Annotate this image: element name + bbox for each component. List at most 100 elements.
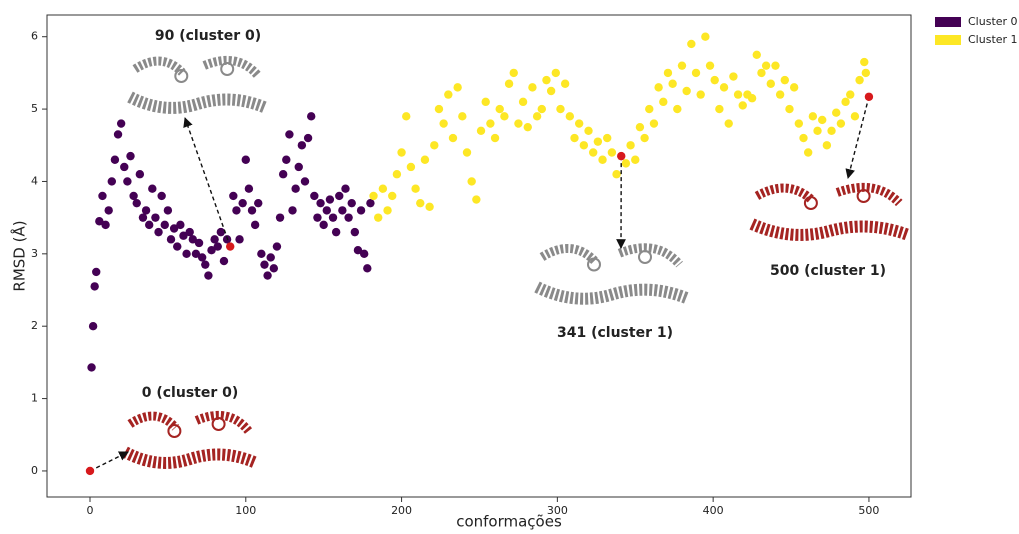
point bbox=[210, 235, 219, 244]
helix-end bbox=[587, 257, 601, 272]
point bbox=[439, 119, 448, 128]
point bbox=[822, 141, 832, 150]
y-tick-label: 6 bbox=[31, 30, 38, 43]
y-tick-label: 1 bbox=[31, 392, 38, 405]
point bbox=[747, 94, 757, 103]
point bbox=[416, 198, 425, 208]
point bbox=[120, 162, 129, 172]
point bbox=[282, 155, 291, 164]
point bbox=[163, 206, 173, 215]
structure-image bbox=[749, 182, 910, 241]
point bbox=[392, 170, 402, 179]
point bbox=[247, 206, 257, 215]
point bbox=[640, 133, 649, 143]
point bbox=[269, 264, 279, 273]
point bbox=[132, 198, 141, 208]
point bbox=[836, 119, 846, 128]
point bbox=[733, 90, 743, 99]
x-tick-label: 200 bbox=[391, 504, 412, 517]
point bbox=[173, 242, 182, 251]
point bbox=[701, 32, 710, 41]
point bbox=[325, 195, 335, 204]
point bbox=[166, 235, 176, 244]
point bbox=[448, 133, 458, 143]
annotation-label: 500 (cluster 1) bbox=[770, 263, 886, 279]
point bbox=[154, 227, 163, 237]
point bbox=[92, 267, 101, 277]
y-axis-label: RMSD (Å) bbox=[10, 220, 29, 291]
point bbox=[705, 61, 715, 70]
point bbox=[307, 112, 316, 121]
arrow bbox=[183, 117, 231, 247]
point bbox=[219, 256, 229, 266]
point bbox=[430, 141, 439, 150]
point bbox=[113, 130, 123, 139]
point bbox=[241, 155, 250, 164]
point bbox=[649, 119, 659, 128]
point bbox=[374, 213, 383, 222]
y-tick-label: 3 bbox=[31, 247, 38, 260]
point bbox=[528, 83, 537, 92]
point bbox=[129, 191, 138, 201]
point bbox=[188, 235, 198, 244]
point bbox=[107, 177, 117, 186]
y-tick-label: 4 bbox=[31, 174, 38, 187]
point bbox=[607, 148, 617, 157]
point bbox=[331, 227, 341, 237]
helix-top bbox=[539, 243, 683, 268]
point bbox=[388, 191, 397, 201]
point bbox=[335, 191, 344, 201]
point bbox=[344, 213, 353, 222]
point bbox=[570, 133, 579, 143]
point bbox=[546, 86, 556, 96]
point bbox=[179, 231, 188, 240]
highlight-point bbox=[617, 151, 626, 161]
point bbox=[846, 90, 855, 99]
helix-bundle bbox=[749, 218, 910, 241]
point bbox=[504, 79, 514, 88]
point bbox=[294, 162, 303, 172]
point bbox=[635, 122, 645, 132]
point bbox=[827, 126, 836, 135]
point bbox=[207, 246, 216, 255]
helix-top bbox=[754, 182, 903, 207]
arrow bbox=[89, 451, 129, 472]
point bbox=[724, 119, 733, 128]
point bbox=[612, 170, 621, 179]
point bbox=[169, 224, 179, 233]
point bbox=[411, 184, 420, 193]
point bbox=[486, 119, 495, 128]
point bbox=[350, 227, 360, 237]
highlight-point bbox=[864, 92, 874, 101]
point bbox=[126, 151, 135, 161]
point bbox=[434, 104, 444, 114]
point bbox=[148, 184, 157, 193]
point bbox=[266, 253, 275, 262]
point bbox=[691, 68, 701, 78]
x-tick-label: 500 bbox=[858, 504, 879, 517]
helix-end bbox=[638, 250, 652, 264]
helix-top bbox=[127, 410, 253, 434]
point bbox=[621, 159, 631, 168]
point bbox=[780, 75, 790, 85]
point bbox=[347, 198, 356, 208]
point bbox=[176, 220, 185, 230]
point bbox=[551, 68, 561, 78]
point bbox=[598, 155, 607, 164]
point bbox=[356, 206, 366, 215]
point bbox=[197, 253, 207, 262]
point bbox=[383, 206, 392, 215]
point bbox=[682, 86, 691, 96]
point bbox=[757, 68, 766, 78]
point bbox=[116, 119, 126, 128]
y-tick-label: 0 bbox=[31, 464, 38, 477]
point bbox=[90, 282, 99, 291]
point bbox=[766, 79, 775, 88]
point bbox=[481, 97, 490, 107]
point bbox=[556, 104, 565, 114]
x-tick-label: 300 bbox=[547, 504, 568, 517]
point bbox=[110, 155, 120, 164]
point bbox=[752, 50, 761, 60]
point bbox=[402, 112, 411, 121]
point bbox=[185, 227, 194, 237]
